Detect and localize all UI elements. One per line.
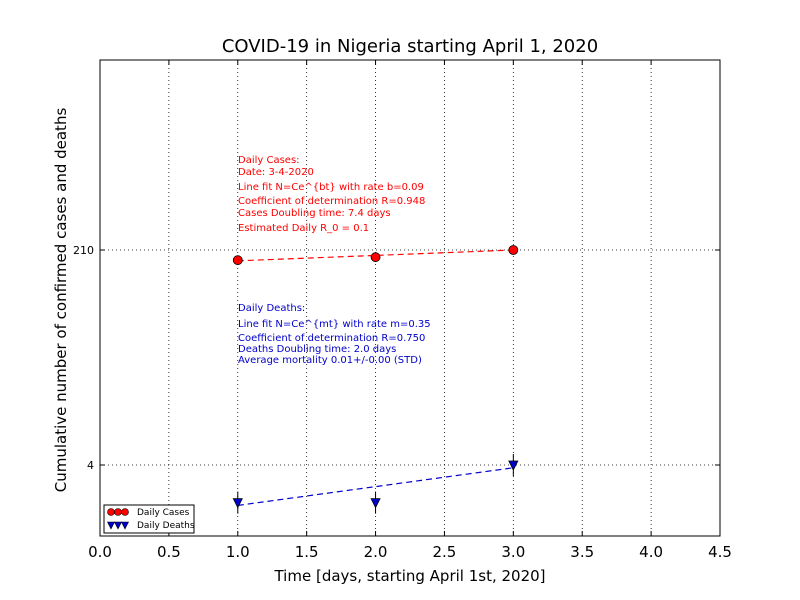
cases-annotation-line: Daily Cases: bbox=[238, 155, 300, 166]
x-tick-label: 0.5 bbox=[157, 543, 181, 561]
x-tick-label: 1.5 bbox=[295, 543, 319, 561]
cases-annotation: Daily Cases: Date: 3-4-2020 Line fit N=C… bbox=[238, 155, 425, 234]
deaths-annotation-line: Line fit N=Ce^{mt} with rate m=0.35 bbox=[238, 319, 431, 330]
deaths-annotation: Daily Deaths: Line fit N=Ce^{mt} with ra… bbox=[238, 303, 431, 366]
cases-point bbox=[508, 245, 519, 255]
cases-point bbox=[370, 252, 381, 263]
y-tick-label: 210 bbox=[73, 244, 94, 257]
legend: Daily Cases Daily Deaths bbox=[103, 504, 195, 534]
x-tick-label: 0.0 bbox=[88, 543, 112, 561]
deaths-annotation-line: Deaths Doubling time: 2.0 days bbox=[238, 344, 396, 355]
cases-annotation-line: Estimated Daily R_0 = 0.1 bbox=[238, 223, 369, 234]
cases-point bbox=[232, 255, 243, 266]
cases-annotation-line: Line fit N=Ce^{bt} with rate b=0.09 bbox=[238, 182, 424, 193]
x-tick-label: 4.0 bbox=[639, 543, 663, 561]
x-tick-label: 1.0 bbox=[226, 543, 250, 561]
cases-annotation-line: Date: 3-4-2020 bbox=[238, 167, 314, 178]
legend-deaths-marker bbox=[107, 521, 115, 530]
chart-title: COVID-19 in Nigeria starting April 1, 20… bbox=[222, 36, 598, 57]
legend-deaths-marker bbox=[114, 521, 122, 530]
data-markers bbox=[232, 245, 519, 514]
fit-lines bbox=[237, 249, 514, 507]
deaths-point bbox=[508, 460, 519, 471]
x-tick-label: 3.5 bbox=[570, 543, 594, 561]
x-tick-label: 4.5 bbox=[708, 543, 732, 561]
deaths-point bbox=[370, 498, 381, 509]
deaths-annotation-line: Daily Deaths: bbox=[238, 303, 305, 314]
y-axis-label: Cumulative number of confirmed cases and… bbox=[52, 108, 70, 493]
cases-annotation-line: Cases Doubling time: 7.4 days bbox=[238, 208, 391, 219]
cases-annotation-line: Coefficient of determination R=0.948 bbox=[238, 196, 425, 207]
legend-deaths-marker bbox=[121, 521, 129, 530]
deaths-point bbox=[232, 498, 243, 509]
y-tick-label: 4 bbox=[87, 459, 94, 472]
axis-ticks: 0.0 0.5 1.0 1.5 2.0 2.5 3.0 3.5 4.0 4.5 4 210 bbox=[73, 60, 732, 561]
deaths-annotation-line: Coefficient of determination R=0.750 bbox=[238, 333, 425, 344]
legend-cases-marker bbox=[114, 508, 122, 516]
legend-cases-marker bbox=[121, 508, 129, 516]
cases-fit-line bbox=[237, 249, 514, 262]
x-axis-label: Time [days, starting April 1st, 2020] bbox=[273, 567, 545, 585]
deaths-annotation-line: Average mortality 0.01+/-0.00 (STD) bbox=[238, 355, 422, 366]
legend-label-deaths: Daily Deaths bbox=[137, 521, 195, 531]
x-tick-label: 2.5 bbox=[433, 543, 457, 561]
deaths-fit-line bbox=[237, 467, 514, 507]
x-tick-label: 2.0 bbox=[364, 543, 388, 561]
plot-frame bbox=[99, 59, 721, 537]
x-tick-label: 3.0 bbox=[501, 543, 525, 561]
legend-cases-marker bbox=[107, 508, 115, 516]
legend-label-cases: Daily Cases bbox=[137, 508, 190, 518]
grid-lines bbox=[100, 60, 720, 536]
